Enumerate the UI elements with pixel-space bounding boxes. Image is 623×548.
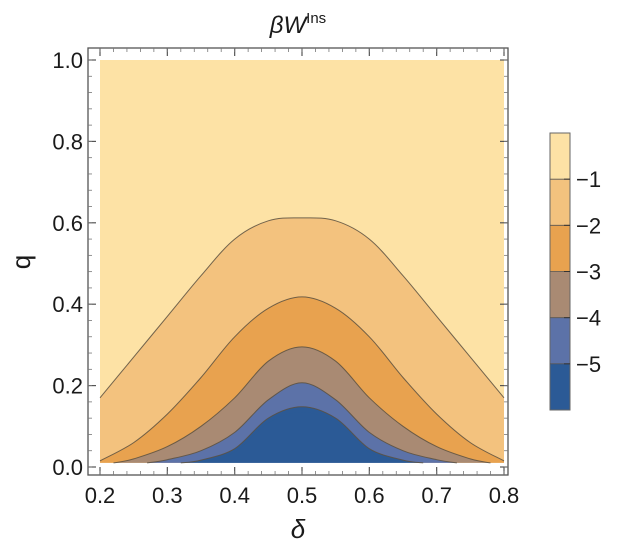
legend-label: −4 bbox=[576, 306, 601, 331]
legend-label: −3 bbox=[576, 260, 601, 285]
unplotted-strip bbox=[100, 462, 504, 468]
contour-lines bbox=[99, 217, 505, 464]
legend-swatch bbox=[550, 179, 570, 226]
y-tick-label: 0.4 bbox=[52, 292, 83, 317]
x-axis-label: δ bbox=[291, 514, 306, 544]
chart-title: βWIns bbox=[269, 10, 326, 39]
contour-line-4 bbox=[147, 382, 457, 464]
plot-frame bbox=[87, 47, 509, 476]
x-tick-label: 0.5 bbox=[287, 483, 318, 508]
contour-bands bbox=[100, 60, 504, 468]
band-below-level-6 bbox=[187, 412, 417, 464]
axis-tick-labels: 0.2 0.3 0.4 0.5 0.6 0.7 0.80.00.20.40.60.81.0 bbox=[52, 48, 519, 508]
legend-swatch bbox=[550, 271, 570, 318]
x-tick-label: 0.3 bbox=[152, 483, 183, 508]
legend-swatch bbox=[550, 363, 570, 410]
y-axis-label: q bbox=[6, 255, 36, 269]
x-tick-label: 0.8 bbox=[489, 483, 520, 508]
legend-label: −2 bbox=[576, 213, 601, 238]
y-tick-label: 0.6 bbox=[52, 211, 83, 236]
legend-swatch bbox=[550, 133, 570, 180]
y-tick-label: 0.2 bbox=[52, 374, 83, 399]
legend-label: −5 bbox=[576, 352, 601, 377]
legend-swatch bbox=[550, 317, 570, 364]
legend-label: −1 bbox=[576, 167, 601, 192]
x-tick-label: 0.2 bbox=[85, 483, 116, 508]
y-tick-label: 0.8 bbox=[52, 129, 83, 154]
contour-line-3 bbox=[113, 346, 491, 464]
contour-line-1 bbox=[99, 217, 505, 399]
color-legend: −1 −2 −3 −4 −5 bbox=[549, 132, 601, 411]
contour-line-5 bbox=[180, 406, 424, 464]
legend-swatch bbox=[550, 225, 570, 272]
contour-line-2 bbox=[99, 296, 505, 462]
x-tick-label: 0.4 bbox=[219, 483, 250, 508]
y-tick-label: 0.0 bbox=[52, 455, 83, 480]
y-tick-label: 1.0 bbox=[52, 48, 83, 73]
x-tick-label: 0.7 bbox=[421, 483, 452, 508]
x-tick-label: 0.6 bbox=[354, 483, 385, 508]
axis-ticks bbox=[88, 48, 508, 475]
